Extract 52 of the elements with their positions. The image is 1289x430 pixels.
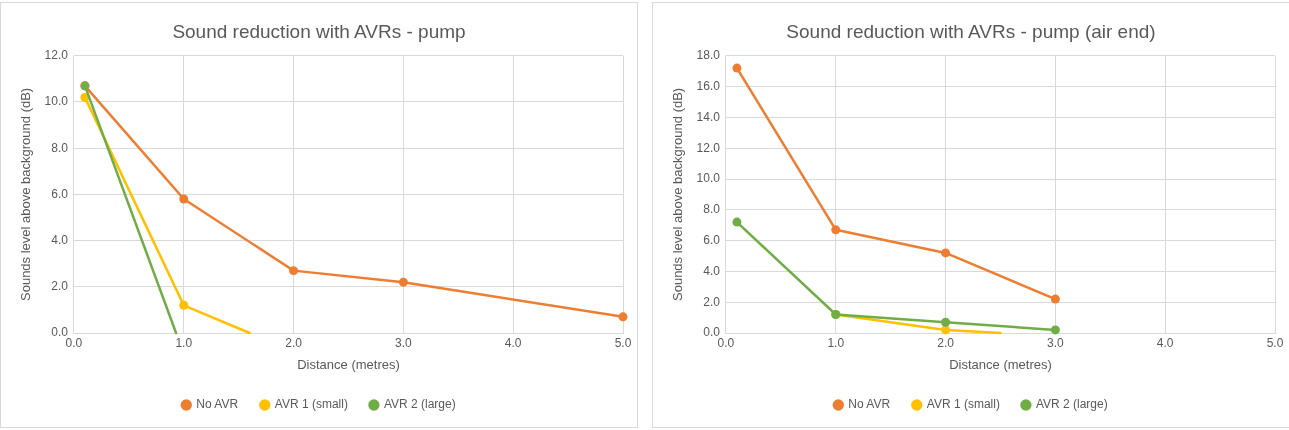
legend-label: No AVR [848,397,891,412]
y-tick-label: 8.0 [703,202,721,217]
point [1050,325,1060,335]
y-axis-title: Sounds level above background (dB) [670,87,686,301]
y-tick-label: 10.0 [696,171,721,186]
x-tick-label: 3.0 [395,335,413,350]
x-axis-title: Distance (metres) [949,356,1052,372]
y-tick-label: 4.0 [703,263,721,278]
point [1050,294,1060,304]
y-tick-label: 8.0 [51,140,69,155]
chart-title: Sound reduction with AVRs - pump (air end) [786,20,1156,42]
x-tick-label: 5.0 [1266,335,1284,350]
x-tick-label: 4.0 [1156,335,1174,350]
y-tick-label: 2.0 [51,279,69,294]
y-tick-label: 2.0 [703,294,721,309]
x-tick-label: 3.0 [1047,335,1065,350]
x-tick-label: 0.0 [717,335,735,350]
y-tick-label: 12.0 [696,140,721,155]
point [398,277,408,287]
point [732,217,742,227]
y-axis-title: Sounds level above background (dB) [18,87,34,301]
y-tick-label: 14.0 [696,109,721,124]
point [732,63,742,73]
y-tick-label: 12.0 [44,48,69,63]
point [618,312,628,322]
point [941,248,951,258]
x-tick-label: 0.0 [65,335,83,350]
legend-label: AVR 1 (small) [926,397,1000,412]
y-tick-label: 6.0 [703,232,721,247]
x-tick-label: 2.0 [937,335,955,350]
legend-label: AVR 1 (small) [274,397,348,412]
x-axis-title: Distance (metres) [297,356,400,372]
point [941,317,951,327]
y-tick-label: 4.0 [51,232,69,247]
chart-title: Sound reduction with AVRs - pump [172,20,466,42]
legend-label: AVR 2 (large) [1035,397,1108,412]
x-tick-label: 5.0 [614,335,632,350]
point [831,225,841,235]
legend-label: No AVR [196,397,239,412]
point [289,266,299,276]
x-tick-label: 1.0 [827,335,845,350]
legend-label: AVR 2 (large) [383,397,456,412]
point [941,325,951,335]
y-tick-label: 6.0 [51,186,69,201]
x-tick-label: 4.0 [504,335,522,350]
y-tick-label: 18.0 [696,48,721,63]
x-tick-label: 1.0 [175,335,193,350]
y-tick-label: 10.0 [44,94,69,109]
point [179,194,189,204]
y-tick-label: 16.0 [696,78,721,93]
x-tick-label: 2.0 [285,335,303,350]
point [179,300,189,310]
